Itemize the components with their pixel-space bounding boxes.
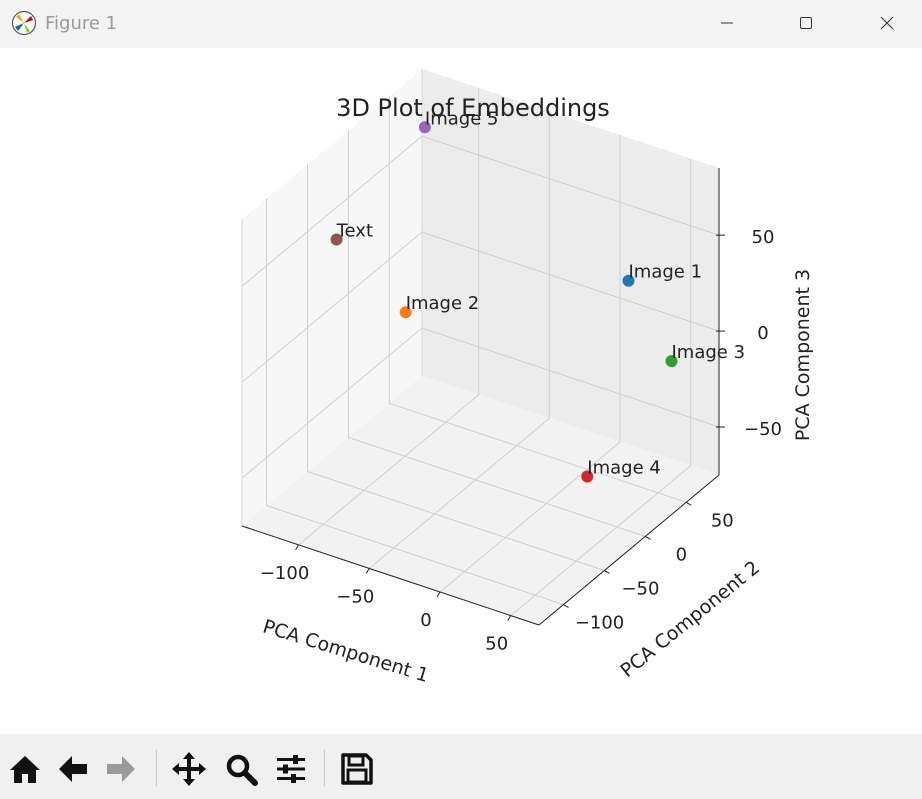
x-axis-line	[241, 525, 540, 626]
y-axis-line	[538, 474, 720, 626]
data-point	[665, 355, 678, 368]
matplotlib-logo-icon	[11, 10, 37, 36]
y-gridline	[266, 198, 564, 605]
axes-panes	[242, 69, 719, 625]
x-gridline	[298, 87, 480, 546]
navigation-toolbar	[0, 734, 922, 799]
home-icon	[10, 756, 40, 783]
x-gridline	[439, 135, 621, 593]
data-point	[581, 470, 594, 483]
maximize-button[interactable]	[771, 0, 841, 46]
maximize-icon	[800, 17, 812, 29]
toolbar-separator	[156, 750, 157, 786]
pan-button[interactable]	[170, 750, 208, 788]
back-button[interactable]	[54, 750, 92, 788]
data-point	[399, 306, 412, 319]
chart: −100 −50 0 50 −100 −50 0 50 −50 0 50 3D Plot of Em…	[241, 69, 814, 687]
x-tick-label: 50	[485, 634, 508, 655]
y-tick	[645, 535, 651, 540]
forward-arrow-icon	[107, 756, 135, 782]
tick-labels: −100 −50 0 50 −100 −50 0 50 −50 0 50	[260, 227, 782, 654]
x-tick	[507, 615, 512, 621]
x-tick	[295, 544, 300, 551]
minimize-button[interactable]	[692, 0, 762, 46]
y-tick-label: −100	[575, 613, 624, 634]
x-tick-label: −50	[336, 586, 374, 607]
x-tick	[365, 568, 370, 574]
x-axis-label: PCA Component 1	[260, 616, 431, 687]
point-label: Image 5	[425, 108, 499, 129]
y-gridline	[388, 96, 687, 503]
zoom-icon	[226, 754, 258, 786]
y-gridline	[347, 130, 646, 537]
y-tick	[604, 570, 610, 574]
window-title: Figure 1	[45, 13, 118, 34]
x-tick-label: −100	[260, 563, 309, 584]
z-axis-label: PCA Component 3	[792, 269, 814, 441]
save-button[interactable]	[338, 750, 376, 788]
configure-subplots-icon	[277, 755, 305, 783]
toolbar-separator	[324, 750, 325, 786]
point-label: Image 1	[629, 262, 703, 283]
back-arrow-icon	[59, 756, 87, 782]
x-gridline	[510, 158, 692, 616]
home-button[interactable]	[6, 750, 44, 788]
scatter-points: Image 1 Image 2 Image 3 Image 4 Image 5 Text	[330, 108, 746, 483]
zoom-button[interactable]	[222, 750, 260, 788]
x-tick-label: 0	[420, 610, 431, 631]
left-pane	[242, 69, 422, 526]
close-button[interactable]	[852, 0, 922, 46]
y-tick	[686, 501, 692, 506]
data-point	[330, 233, 343, 246]
point-label: Image 3	[672, 342, 746, 363]
close-icon	[880, 16, 894, 30]
data-point	[622, 274, 635, 287]
figure-canvas[interactable]: −100 −50 0 50 −100 −50 0 50 −50 0 50 3D Plot of Em…	[0, 48, 922, 734]
y-gridline	[307, 164, 605, 571]
save-icon	[341, 753, 373, 785]
y-tick	[563, 604, 569, 608]
back-pane	[422, 69, 719, 475]
point-label: Text	[336, 221, 373, 242]
title-bar: Figure 1	[0, 0, 922, 49]
y-tick-label: −50	[621, 578, 659, 599]
point-label: Image 2	[406, 293, 480, 314]
z-tick-label: 50	[752, 227, 775, 248]
floor-pane	[242, 376, 719, 625]
forward-button[interactable]	[102, 750, 140, 788]
grid-lines	[241, 87, 720, 616]
z-tick-label: 0	[757, 323, 768, 344]
z-tick-label: −50	[744, 419, 782, 440]
axis-lines	[241, 69, 725, 626]
data-point	[418, 121, 431, 134]
configure-subplots-button[interactable]	[272, 750, 310, 788]
chart-title: 3D Plot of Embeddings	[336, 94, 610, 122]
minimize-icon	[721, 22, 733, 24]
point-label: Image 4	[587, 458, 661, 479]
y-tick-label: 0	[676, 544, 687, 565]
x-gridline	[368, 111, 550, 569]
x-tick	[436, 591, 441, 598]
y-axis-label: PCA Component 2	[616, 557, 764, 682]
y-tick-label: 50	[711, 510, 734, 531]
pan-icon	[172, 752, 206, 786]
